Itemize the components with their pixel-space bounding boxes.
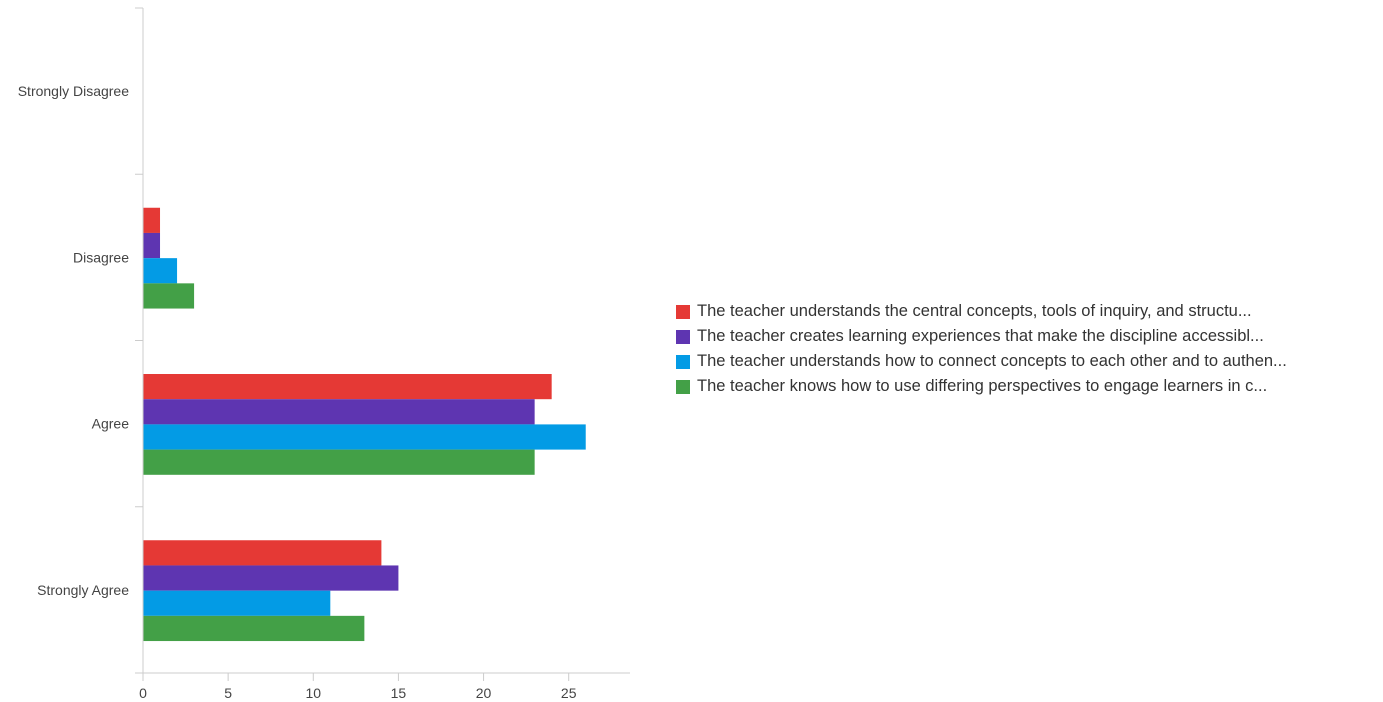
bar (143, 540, 381, 565)
category-label: Disagree (73, 249, 129, 265)
x-tick-label: 5 (224, 685, 232, 701)
x-tick-label: 25 (561, 685, 577, 701)
bar (143, 208, 160, 233)
bar (143, 424, 586, 449)
legend-swatch (676, 305, 690, 319)
legend-item: The teacher creates learning experiences… (676, 324, 1376, 349)
bar (143, 233, 160, 258)
x-tick-label: 15 (391, 685, 407, 701)
legend-item: The teacher understands how to connect c… (676, 349, 1376, 374)
category-label: Strongly Disagree (18, 83, 129, 99)
x-tick-label: 20 (476, 685, 492, 701)
legend-swatch (676, 355, 690, 369)
legend-item: The teacher knows how to use differing p… (676, 374, 1376, 399)
legend-item: The teacher understands the central conc… (676, 299, 1376, 324)
legend-label: The teacher understands how to connect c… (697, 352, 1287, 371)
legend-swatch (676, 330, 690, 344)
legend-label: The teacher knows how to use differing p… (697, 377, 1267, 396)
legend: The teacher understands the central conc… (676, 299, 1376, 399)
bar-chart: Strongly Disagree Disagree Agree Strongly A… (0, 0, 650, 702)
bar (143, 283, 194, 308)
legend-label: The teacher creates learning experiences… (697, 327, 1264, 346)
legend-swatch (676, 380, 690, 394)
bar (143, 450, 535, 475)
x-tick-label: 0 (139, 685, 147, 701)
bar (143, 374, 552, 399)
legend-label: The teacher understands the central conc… (697, 302, 1252, 321)
category-label: Strongly Agree (37, 582, 129, 598)
category-label: Agree (92, 416, 130, 432)
x-tick-label: 10 (305, 685, 321, 701)
bar (143, 399, 535, 424)
bar (143, 565, 398, 590)
bar (143, 616, 364, 641)
bar (143, 591, 330, 616)
bar (143, 258, 177, 283)
